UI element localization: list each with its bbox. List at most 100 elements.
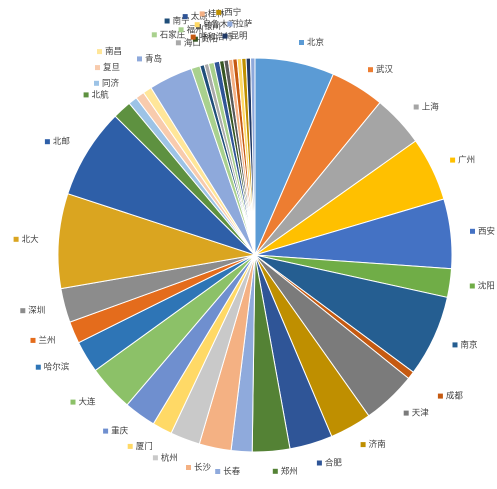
slice-label: 广州	[458, 155, 475, 166]
slice-label: 杭州	[161, 452, 178, 463]
slice-label: 福州	[187, 24, 204, 35]
legend-swatch	[470, 228, 475, 234]
slice-label: 呼和浩特	[199, 32, 234, 43]
slice-label: 西宁	[224, 7, 241, 18]
slice-label: 太原	[191, 11, 208, 22]
legend-swatch	[103, 428, 109, 434]
legend-swatch	[182, 14, 188, 20]
pie-label: 拉萨	[227, 19, 253, 30]
slice-label: 石家庄	[160, 29, 186, 40]
pie-label: 南宁	[164, 16, 190, 27]
slice-label: 北京	[307, 37, 324, 48]
slice-label: 南宁	[173, 16, 190, 27]
legend-swatch	[151, 32, 157, 38]
pie-slice	[57, 193, 256, 290]
legend-swatch	[216, 9, 222, 15]
pie-label: 南京	[452, 339, 478, 350]
legend-swatch	[469, 283, 475, 289]
pie-slices	[57, 57, 453, 453]
pie-label: 大连	[70, 397, 96, 408]
slice-label: 重庆	[111, 426, 129, 437]
legend-swatch	[437, 393, 443, 399]
legend-swatch	[360, 442, 366, 448]
pie-label: 杭州	[152, 452, 178, 463]
pie-label: 呼和浩特	[190, 32, 234, 43]
legend-swatch	[175, 40, 181, 46]
pie-label: 武汉	[368, 64, 394, 75]
slice-label: 银川	[204, 21, 221, 32]
slice-label: 合肥	[325, 458, 343, 469]
pie-label: 成都	[437, 391, 464, 402]
pie-label: 昆明	[222, 32, 248, 42]
legend-swatch	[83, 92, 89, 98]
slice-label: 青岛	[145, 53, 162, 64]
legend-swatch	[450, 157, 456, 163]
slice-label: 武汉	[376, 64, 394, 75]
legend-swatch	[35, 364, 41, 370]
slice-label: 乌鲁木齐	[203, 19, 238, 30]
pie-label: 太原	[182, 11, 208, 22]
pie-label: 同济	[94, 78, 120, 89]
slice-label: 西安	[478, 226, 495, 237]
slice-label: 济南	[369, 439, 386, 450]
pie-label: 重庆	[103, 426, 129, 437]
pie-label: 石家庄	[151, 29, 186, 40]
slice-label: 同济	[102, 78, 120, 89]
pie-label: 福州	[178, 24, 204, 35]
pie-label: 北航	[83, 89, 109, 100]
legend-swatch	[164, 18, 170, 24]
legend-swatch	[137, 56, 142, 62]
legend-swatch	[30, 337, 36, 343]
pie-label: 深圳	[20, 305, 45, 316]
slice-label: 天津	[412, 408, 430, 419]
pie-label: 济南	[360, 439, 386, 450]
slice-label: 拉萨	[235, 19, 253, 30]
slice-label: 北邮	[53, 136, 71, 147]
legend-swatch	[190, 34, 196, 40]
pie-label: 天津	[403, 408, 430, 419]
slice-label: 成都	[446, 391, 464, 402]
legend-swatch	[13, 236, 19, 242]
legend-swatch	[97, 49, 102, 55]
slice-label: 复旦	[103, 62, 120, 73]
pie-label: 长沙	[186, 462, 212, 473]
pie-label: 青岛	[137, 53, 162, 64]
pie-label: 兰州	[30, 335, 56, 346]
pie-label: 厦门	[127, 441, 153, 452]
pie-label: 沈阳	[469, 281, 495, 292]
pie-label: 上海	[413, 102, 439, 113]
legend-swatch	[95, 65, 100, 71]
legend-swatch	[413, 104, 419, 110]
pie-label: 复旦	[95, 62, 120, 73]
legend-swatch	[194, 22, 200, 28]
legend-swatch	[272, 468, 278, 474]
legend-swatch	[299, 40, 304, 45]
slice-label: 北大	[22, 234, 40, 245]
legend-swatch	[199, 11, 205, 17]
pie-label: 北邮	[44, 136, 71, 147]
slice-label: 海口	[184, 37, 201, 48]
slice-label: 长沙	[194, 462, 212, 473]
pie-label: 郑州	[272, 466, 298, 477]
legend-swatch	[152, 455, 158, 461]
slice-label: 昆明	[231, 32, 248, 42]
slice-label: 长春	[223, 466, 241, 477]
legend-swatch	[368, 67, 373, 73]
slice-label: 贵阳	[201, 34, 218, 45]
slice-label: 南京	[461, 339, 478, 350]
legend-swatch	[227, 21, 233, 27]
slice-label: 沈阳	[478, 281, 495, 292]
pie-label: 北京	[299, 37, 324, 48]
pie-label: 哈尔滨	[35, 362, 70, 373]
pie-label: 乌鲁木齐	[194, 19, 238, 30]
pie-label: 南昌	[97, 46, 122, 57]
pie-label: 西宁	[216, 7, 241, 18]
pie-slice	[250, 57, 256, 256]
pie-label: 广州	[450, 155, 475, 166]
slice-label: 郑州	[281, 466, 298, 477]
legend-swatch	[94, 80, 99, 86]
legend-swatch	[186, 465, 191, 470]
pie-label: 西安	[470, 226, 495, 237]
